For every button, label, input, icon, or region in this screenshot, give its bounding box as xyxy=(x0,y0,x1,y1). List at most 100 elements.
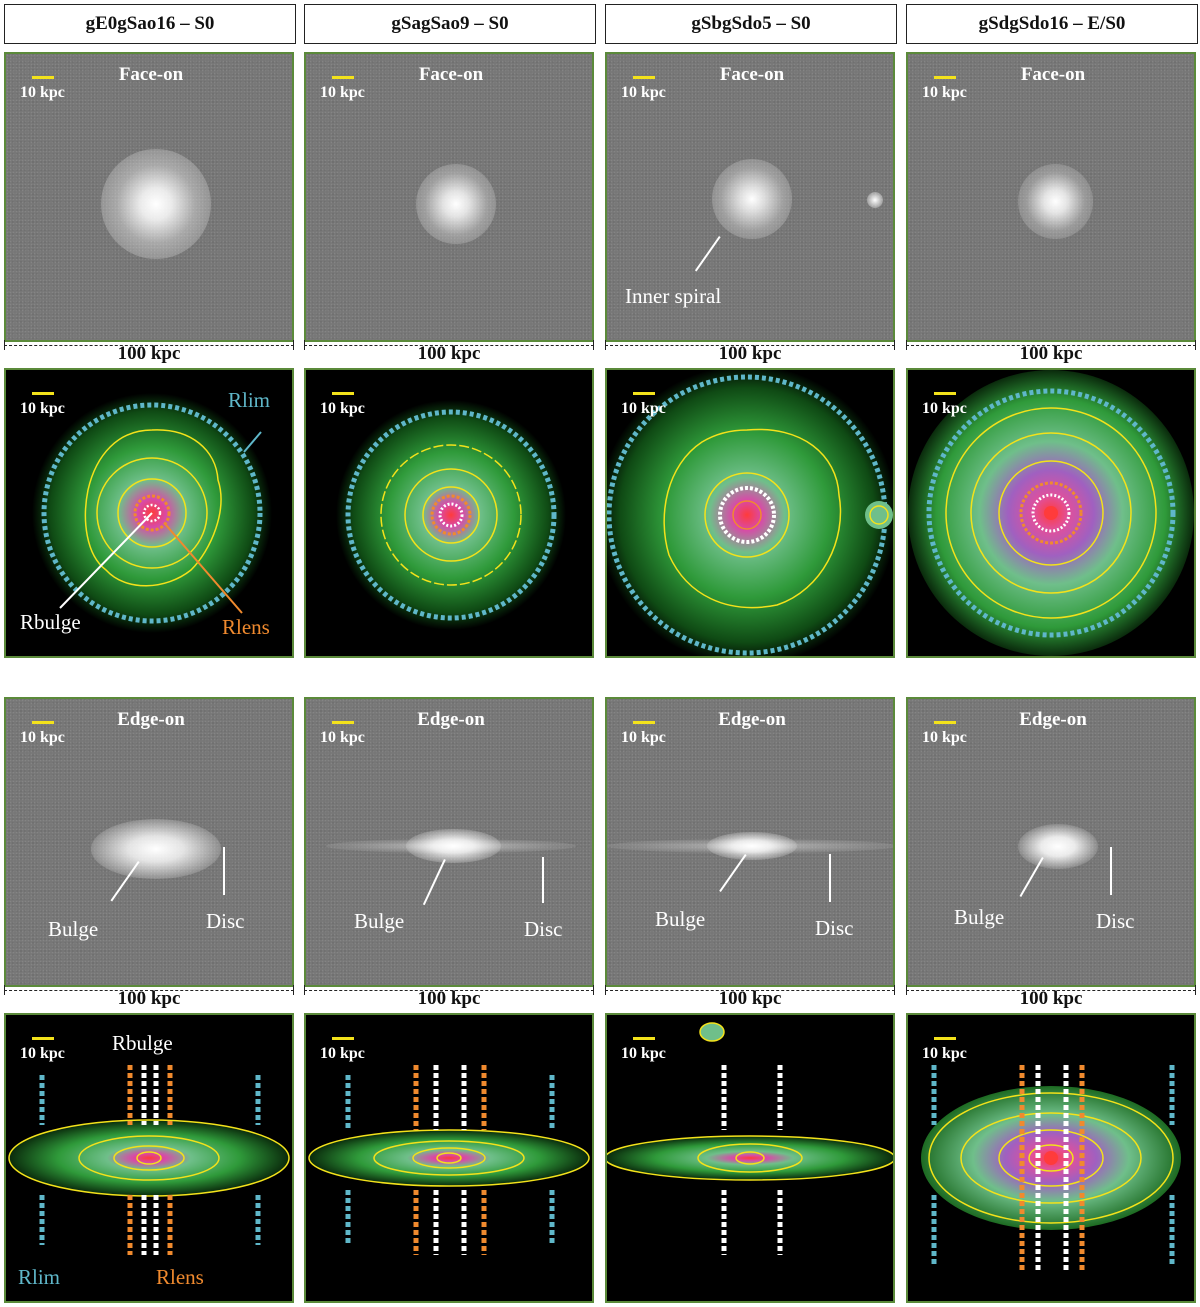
scale-bar xyxy=(934,1037,956,1040)
face-on-density-map: 10 kpc xyxy=(906,368,1196,658)
galaxy-core xyxy=(1018,164,1093,239)
column-galaxy-3: gSbgSdo5 – S0 10 kpc Face-on Inner spira… xyxy=(605,0,897,1307)
edge-map-graphic xyxy=(308,1065,590,1255)
scale-label: 10 kpc xyxy=(20,729,65,746)
edge-on-image: 10 kpc Edge-on Bulge Disc xyxy=(304,697,594,987)
edge-map-graphic xyxy=(921,1065,1181,1270)
axis-label: 100 kpc xyxy=(117,343,181,364)
axis-label: 100 kpc xyxy=(718,343,782,364)
edge-axis: 100 kpc xyxy=(906,985,1198,1010)
scale-label: 10 kpc xyxy=(20,400,65,417)
scale-bar xyxy=(32,392,54,395)
face-on-density-map: 10 kpc xyxy=(605,368,895,658)
rbulge-label: Rbulge xyxy=(20,610,81,634)
scale-bar xyxy=(332,1037,354,1040)
galaxy-core xyxy=(416,164,496,244)
scale-bar xyxy=(934,76,956,79)
edge-on-density-map: 10 kpc xyxy=(906,1013,1196,1303)
bulge-label: Bulge xyxy=(954,905,1005,929)
scale-label: 10 kpc xyxy=(922,84,967,101)
axis-label: 100 kpc xyxy=(1019,343,1083,364)
scale-bar xyxy=(32,721,54,724)
bulge-label: Bulge xyxy=(48,917,99,941)
disc-pointer xyxy=(1110,847,1112,895)
rlim-label: Rlim xyxy=(228,388,271,412)
edge-on-density-map: 10 kpc xyxy=(605,1013,895,1303)
axis-label: 100 kpc xyxy=(417,343,481,364)
bulge-pointer xyxy=(719,854,747,893)
axis-label: 100 kpc xyxy=(718,988,782,1009)
rlens-label: Rlens xyxy=(156,1265,204,1289)
view-label: Edge-on xyxy=(117,709,185,730)
rlim-circle xyxy=(926,388,1176,638)
face-on-image: 10 kpc Face-on xyxy=(304,52,594,342)
view-label: Face-on xyxy=(418,64,484,85)
galaxy-title: gSdgSdo16 – E/S0 xyxy=(906,4,1198,44)
bulge-label: Bulge xyxy=(655,907,706,931)
satellite xyxy=(867,192,883,208)
scale-label: 10 kpc xyxy=(922,1045,967,1062)
scale-label: 10 kpc xyxy=(621,729,666,746)
edge-on-density-map: 10 kpc xyxy=(304,1013,594,1303)
galaxy-core xyxy=(101,149,211,259)
galaxy-bulge xyxy=(91,819,221,879)
scale-label: 10 kpc xyxy=(320,84,365,101)
rlim-circle xyxy=(41,402,263,624)
disc-label: Disc xyxy=(1096,909,1135,933)
view-label: Face-on xyxy=(118,64,184,85)
column-galaxy-4: gSdgSdo16 – E/S0 10 kpc Face-on 100 kpc xyxy=(906,0,1198,1307)
view-label: Edge-on xyxy=(417,709,485,730)
scale-label: 10 kpc xyxy=(621,84,666,101)
bulge-label: Bulge xyxy=(354,909,405,933)
view-label: Face-on xyxy=(719,64,785,85)
scale-label: 10 kpc xyxy=(922,729,967,746)
scale-label: 10 kpc xyxy=(320,400,365,417)
face-axis: 100 kpc xyxy=(4,340,296,365)
scale-bar xyxy=(934,392,956,395)
galaxy-bulge xyxy=(1018,824,1098,869)
face-map-graphic xyxy=(336,400,566,630)
edge-axis: 100 kpc xyxy=(4,985,296,1010)
rlens-label: Rlens xyxy=(222,615,270,639)
galaxy-title: gE0gSao16 – S0 xyxy=(4,4,296,44)
scale-label: 10 kpc xyxy=(320,729,365,746)
scale-label: 10 kpc xyxy=(621,1045,666,1062)
galaxy-bulge xyxy=(707,832,797,860)
inner-spiral-pointer xyxy=(694,236,721,272)
face-map-graphic xyxy=(607,370,893,656)
galaxy-title: gSbgSdo5 – S0 xyxy=(605,4,897,44)
rlim-label: Rlim xyxy=(18,1265,61,1289)
scale-label: 10 kpc xyxy=(621,400,666,417)
axis-label: 100 kpc xyxy=(417,988,481,1009)
edge-axis: 100 kpc xyxy=(304,985,596,1010)
inner-spiral-label: Inner spiral xyxy=(625,284,722,308)
view-label: Edge-on xyxy=(718,709,786,730)
bulge-pointer xyxy=(422,859,446,906)
edge-axis: 100 kpc xyxy=(605,985,897,1010)
rlim-circle xyxy=(345,409,557,621)
column-galaxy-1: gE0gSao16 – S0 10 kpc Face-on 100 kpc xyxy=(4,0,296,1307)
scale-bar xyxy=(633,392,655,395)
face-map-graphic xyxy=(32,393,272,633)
galaxy-bulge xyxy=(406,829,501,863)
disc-label: Disc xyxy=(206,909,245,933)
scale-label: 10 kpc xyxy=(922,400,967,417)
disc-label: Disc xyxy=(815,916,854,940)
edge-on-image: 10 kpc Edge-on Bulge Disc xyxy=(605,697,895,987)
scale-label: 10 kpc xyxy=(20,84,65,101)
face-axis: 100 kpc xyxy=(906,340,1198,365)
axis-label: 100 kpc xyxy=(117,988,181,1009)
face-on-image: 10 kpc Face-on xyxy=(4,52,294,342)
galaxy-title: gSagSao9 – S0 xyxy=(304,4,596,44)
edge-map-graphic xyxy=(8,1065,290,1255)
edge-on-image: 10 kpc Edge-on Bulge Disc xyxy=(4,697,294,987)
view-label: Face-on xyxy=(1020,64,1086,85)
scale-bar xyxy=(32,76,54,79)
scale-bar xyxy=(934,721,956,724)
scale-bar xyxy=(332,76,354,79)
scale-bar xyxy=(332,392,354,395)
scale-bar xyxy=(633,1037,655,1040)
face-on-density-map: 10 kpc Rlim Rbulge Rlens xyxy=(4,368,294,658)
disc-pointer xyxy=(829,854,831,902)
edge-map-graphic xyxy=(607,1022,893,1255)
